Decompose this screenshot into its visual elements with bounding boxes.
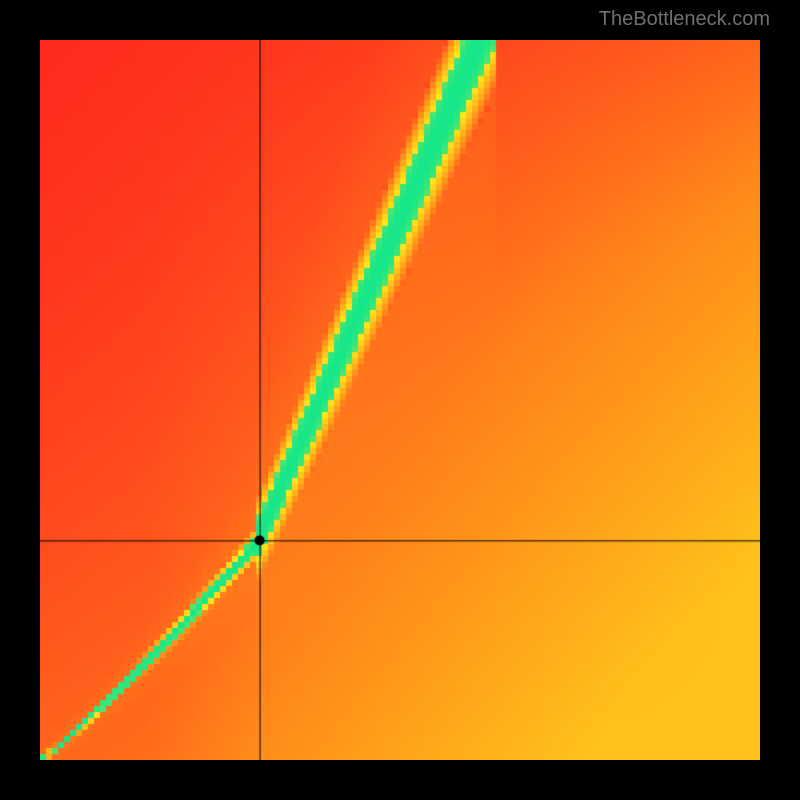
heatmap-canvas: [40, 40, 760, 760]
watermark-text: TheBottleneck.com: [599, 8, 770, 31]
chart-container: TheBottleneck.com: [0, 0, 800, 800]
heatmap-plot: [40, 40, 760, 760]
